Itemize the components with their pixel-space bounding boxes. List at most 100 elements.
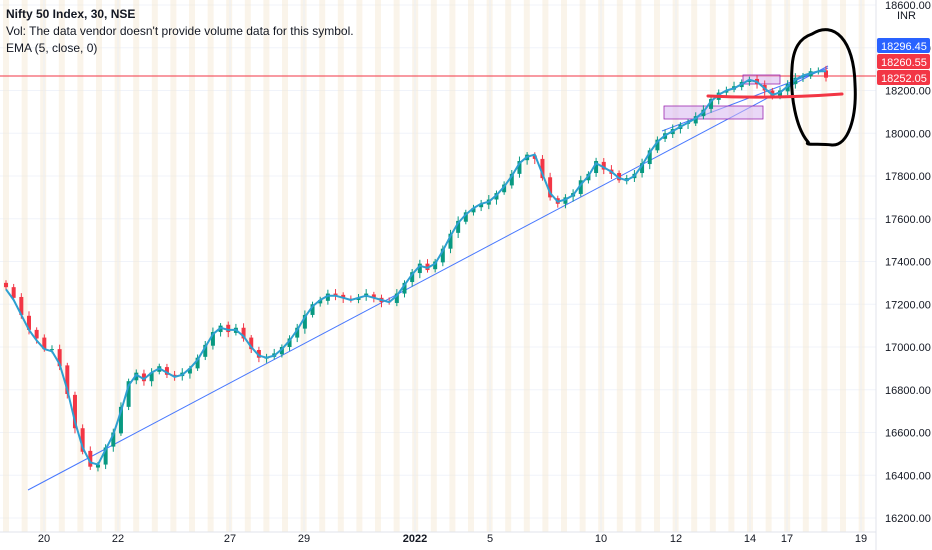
price-tick-label: 17600.00 [885,214,931,226]
candle-body [333,293,338,296]
price-badge-label: 18296.45 [881,41,927,53]
grid [0,0,877,550]
candle-body [325,293,330,301]
candle-body [578,180,583,194]
candle-body [256,349,261,358]
price-badge-label: 18252.05 [881,73,927,85]
hand-drawn-circle [790,28,857,147]
candle-body [785,84,790,92]
candle-body [640,163,645,174]
time-tick-label: 20 [38,533,50,545]
candle-body [456,220,461,233]
candle-body [187,368,192,374]
candle-body [517,161,522,174]
candle-body [824,70,828,78]
hand-drawn-markup [706,28,857,147]
candle-body [210,332,215,346]
candle-body [65,365,70,395]
candle-body [502,184,507,193]
price-tick-label: 17000.00 [885,342,931,354]
ema-legend[interactable]: EMA (5, close, 0) [6,41,98,55]
time-tick-label: 10 [595,533,607,545]
time-tick-label: 29 [298,533,310,545]
candle-body [118,406,123,434]
candle-body [310,304,315,315]
candle-body [241,327,246,339]
chart-legend: Nifty 50 Index, 30, NSE Vol: The data ve… [6,6,354,57]
candle-body [164,367,169,375]
candle-body [394,293,399,303]
candle-body [371,294,376,298]
price-tick-label: 17200.00 [885,299,931,311]
candle-body [111,432,116,447]
candle-body [72,394,77,429]
candle-body [410,272,415,283]
price-badge [877,70,930,85]
candle-body [655,139,660,151]
price-tick-label: 16800.00 [885,385,931,397]
candle-body [356,297,361,300]
candle-body [103,447,108,465]
candle-body [141,373,146,382]
candle-body [448,233,453,249]
price-tick-label: 16200.00 [885,513,931,525]
candle-body [509,173,514,186]
candle-body [88,450,93,467]
ema-line [5,70,826,466]
time-tick-label: 27 [224,533,236,545]
currency-label: INR [897,10,916,22]
price-tick-label: 18000.00 [885,128,931,140]
price-tick-label: 17800.00 [885,171,931,183]
candle-body [4,282,8,288]
time-tick-label: 5 [487,533,493,545]
candle-body [693,116,698,124]
candle-body [49,349,54,351]
candle-body [302,314,307,329]
candle-body [402,282,407,294]
candle-body [26,315,31,330]
symbol-title[interactable]: Nifty 50 Index, 30, NSE [6,7,136,21]
candle-body [417,263,422,274]
time-tick-label: 17 [781,533,793,545]
candle-body [647,150,652,165]
candle-body [126,381,131,407]
candle-body [440,248,445,263]
candle-body [287,338,292,347]
time-axis[interactable]: 20 22 27 29 2022 5 10 12 14 17 19 [38,533,867,545]
candle-body [149,372,154,382]
volume-note: Vol: The data vendor doesn't provide vol… [6,24,354,38]
price-tick-label: 16400.00 [885,470,931,482]
time-tick-label: 2022 [403,533,427,545]
short-trendline[interactable] [661,67,829,132]
ema-line-group [5,70,826,466]
support-trendline[interactable] [27,65,829,491]
demand-zone-box[interactable] [663,105,764,120]
candle-body [80,428,85,452]
candle-body [95,464,100,468]
price-badge-label: 18260.55 [881,57,927,69]
time-tick-label: 22 [112,533,124,545]
candle-body [226,324,231,333]
candle-body [601,161,606,170]
candle-body [295,327,300,338]
small-zone-box[interactable] [742,74,781,85]
candle-body [279,347,284,355]
candle-body [433,261,438,270]
time-tick-label: 12 [670,533,682,545]
candle-body [479,203,484,208]
candle-body [34,329,39,339]
price-tick-label: 18200.00 [885,86,931,98]
candle-body [195,357,200,369]
candle-body [203,344,208,357]
candle-body [540,158,545,179]
candle-body [42,337,47,350]
candle-body [318,299,323,304]
candle-body [709,99,714,109]
candle-body [11,287,16,298]
candle-body [617,173,622,181]
price-tick-label: 16600.00 [885,428,931,440]
time-tick-label: 19 [855,533,867,545]
drawing-annotations[interactable] [0,65,876,491]
price-tick-label: 17400.00 [885,257,931,269]
